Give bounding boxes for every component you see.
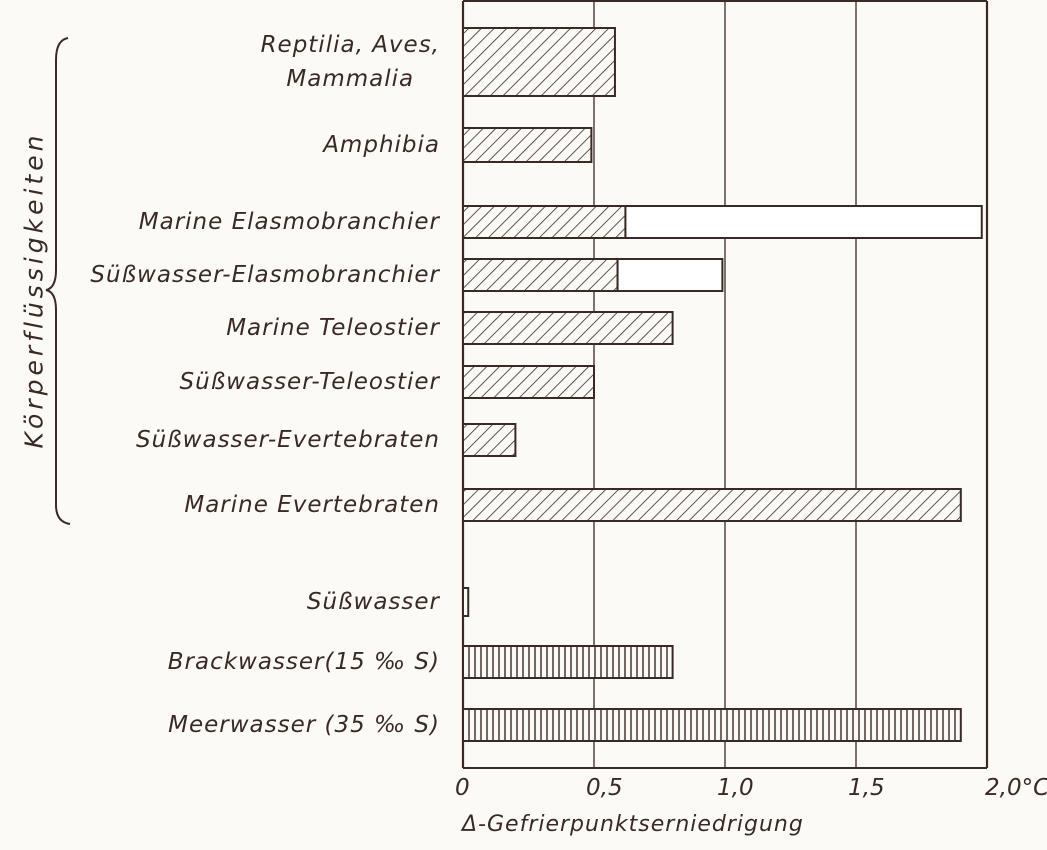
y-tick-label: Süßwasser — [306, 589, 440, 615]
x-axis-label: Δ-Gefrierpunktserniedrigung — [462, 812, 804, 837]
bar — [624, 205, 983, 239]
bar — [462, 258, 619, 292]
bar — [462, 708, 962, 742]
y-tick-label: Marine Teleostier — [226, 315, 440, 341]
bar — [462, 587, 470, 617]
y-tick-label: Marine Evertebraten — [184, 492, 440, 518]
y-tick-label: Süßwasser-Elasmobranchier — [90, 262, 440, 288]
y-tick-label: Reptilia, Aves, Mammalia — [260, 32, 440, 92]
bar — [462, 127, 593, 163]
y-tick-label: Meerwasser (35 ‰ S) — [168, 712, 440, 738]
group-label: Körperflüssigkeiten — [19, 131, 49, 449]
y-tick-label: Süßwasser-Evertebraten — [136, 427, 440, 453]
y-tick-label: Brackwasser(15 ‰ S) — [167, 649, 440, 675]
bar — [462, 205, 627, 239]
x-tick-label: 1,5 — [848, 775, 885, 801]
bar — [462, 27, 616, 97]
bar — [616, 258, 724, 292]
bar — [462, 488, 962, 522]
x-tick-label: 1,0 — [717, 775, 754, 801]
y-tick-label: Süßwasser-Teleostier — [179, 369, 440, 395]
group-brace — [45, 37, 71, 525]
y-tick-label: Amphibia — [323, 132, 440, 158]
x-tick-label: 0,5 — [586, 775, 623, 801]
x-tick-label: 0 — [455, 775, 470, 801]
bar — [462, 311, 674, 345]
bar — [462, 423, 517, 457]
y-tick-label: Marine Elasmobranchier — [138, 209, 440, 235]
x-tick-label: 2,0°C — [985, 775, 1047, 801]
bar — [462, 365, 595, 399]
bar — [462, 645, 674, 679]
